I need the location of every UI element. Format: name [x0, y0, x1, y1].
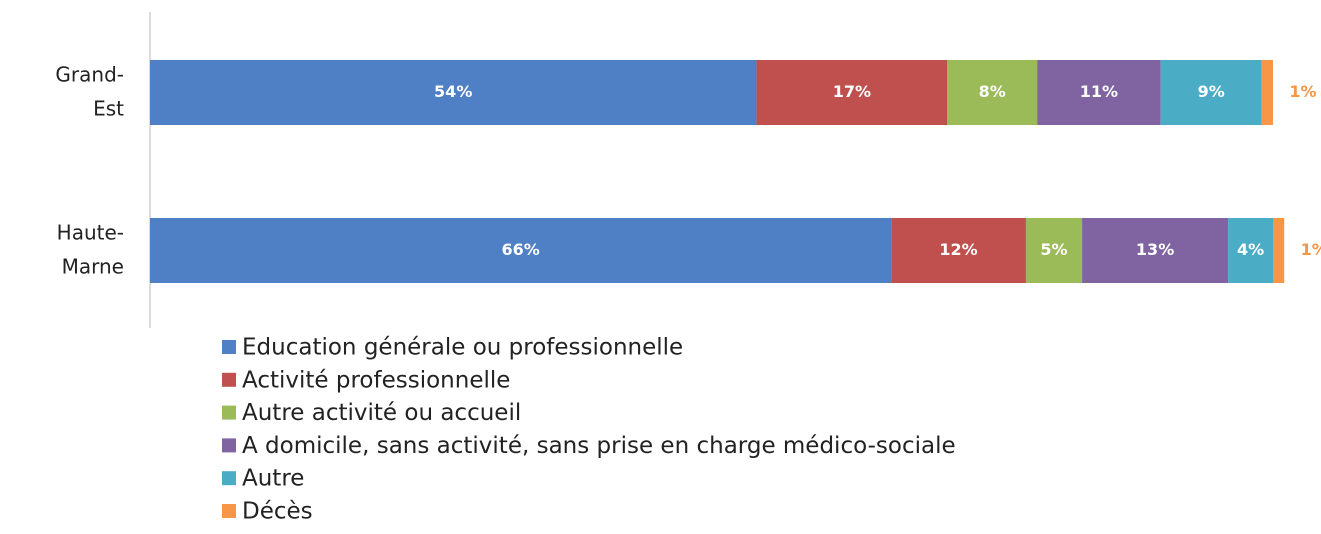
value-label: 13% — [1136, 240, 1174, 259]
bar-segment — [891, 218, 1026, 283]
legend-swatch — [222, 438, 236, 453]
bar-segment — [1273, 218, 1285, 283]
legend-swatch — [222, 372, 236, 387]
legend-label: Autre — [242, 466, 304, 492]
bar-segment — [1261, 60, 1273, 125]
value-label: 1% — [1301, 240, 1321, 259]
bar-segment — [1160, 60, 1262, 125]
bar-segment — [1037, 60, 1161, 125]
value-label: 4% — [1237, 240, 1264, 259]
bar-segment — [1228, 218, 1273, 283]
category-label: Haute-Marne — [57, 220, 124, 278]
bar-segment — [150, 60, 757, 125]
legend-swatch — [222, 471, 236, 486]
legend-label: A domicile, sans activité, sans prise en… — [242, 433, 956, 459]
value-label: 5% — [1040, 240, 1067, 259]
value-label: 11% — [1080, 82, 1118, 101]
legend-label: Décès — [242, 499, 313, 525]
bar-segment — [756, 60, 948, 125]
legend-label: Activité professionnelle — [242, 367, 510, 393]
value-label: 1% — [1289, 82, 1316, 101]
value-label: 66% — [501, 240, 539, 259]
value-label: 54% — [434, 82, 472, 101]
bar-segment — [947, 60, 1038, 125]
legend-swatch — [222, 405, 236, 420]
bar-segment — [1082, 218, 1229, 283]
value-label: 9% — [1198, 82, 1225, 101]
value-label: 17% — [833, 82, 871, 101]
value-label: 8% — [979, 82, 1006, 101]
legend-swatch — [222, 504, 236, 518]
legend-label: Education générale ou professionnelle — [242, 335, 683, 361]
legend-label: Autre activité ou accueil — [242, 400, 521, 426]
value-label: 12% — [939, 240, 977, 259]
legend-swatch — [222, 340, 236, 354]
bar-segment — [150, 218, 892, 283]
bar-segment — [1025, 218, 1083, 283]
category-label: Grand-Est — [55, 62, 124, 120]
